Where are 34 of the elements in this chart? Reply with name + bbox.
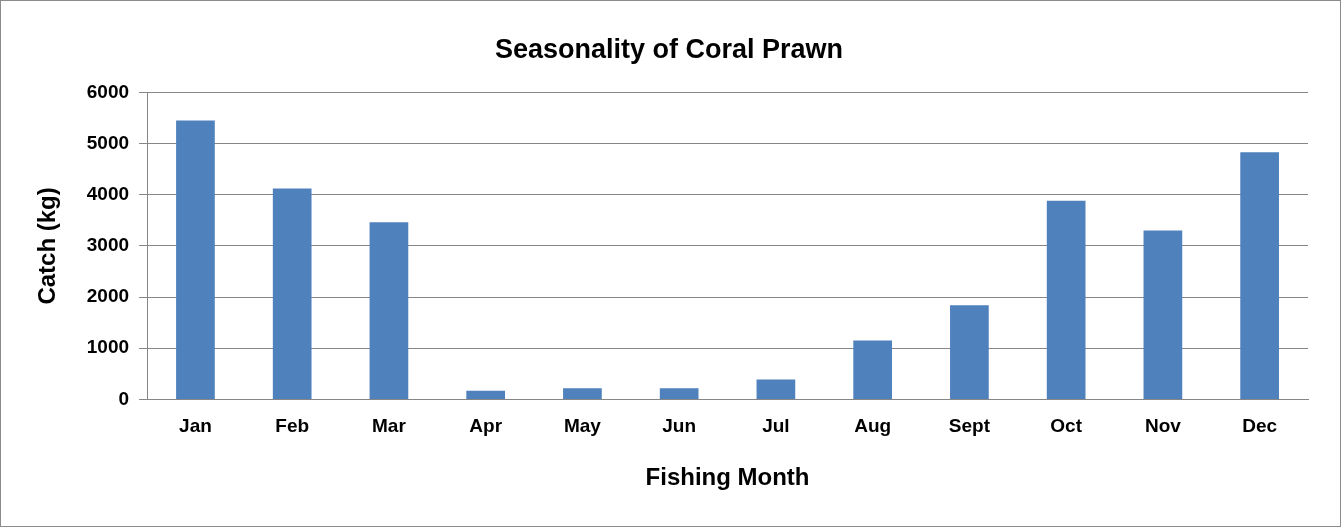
x-tick-label: Nov <box>1144 415 1182 437</box>
x-tick-label: Jul <box>762 415 790 437</box>
y-axis-title: Catch (kg) <box>33 187 61 305</box>
bar <box>1240 152 1279 399</box>
bar <box>466 390 506 399</box>
x-tick-label: Oct <box>1050 415 1083 437</box>
bar <box>659 388 699 399</box>
bar <box>950 305 989 399</box>
y-tick-label: 0 <box>118 387 130 409</box>
bar <box>1143 230 1183 399</box>
x-tick-label: Jun <box>662 415 697 437</box>
x-tick-label: Dec <box>1242 415 1278 437</box>
chart-title: Seasonality of Coral Prawn <box>494 33 844 64</box>
x-tick-label: Jan <box>179 415 212 437</box>
x-tick-label: Mar <box>372 415 407 437</box>
bar <box>853 340 892 399</box>
y-tick-label: 6000 <box>86 80 130 102</box>
y-tick-label: 2000 <box>86 285 130 307</box>
bar <box>563 388 602 399</box>
y-tick-label: 4000 <box>86 182 130 204</box>
bar <box>1046 200 1086 399</box>
bar <box>272 188 312 399</box>
y-tick-label: 5000 <box>86 131 130 153</box>
x-tick-label: May <box>563 415 602 437</box>
y-tick-label: 1000 <box>86 336 130 358</box>
x-tick-label: Aug <box>854 415 892 437</box>
y-tick-label: 3000 <box>86 234 130 256</box>
bar <box>756 379 796 399</box>
x-tick-label: Feb <box>275 415 310 437</box>
bar <box>369 222 409 399</box>
x-axis-title: Fishing Month <box>645 463 810 491</box>
x-tick-label: Apr <box>469 415 503 437</box>
x-tick-label: Sept <box>948 415 991 437</box>
bar <box>176 120 215 399</box>
